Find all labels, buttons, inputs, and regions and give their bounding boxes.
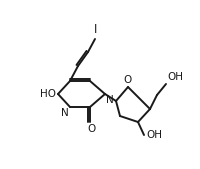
Text: N: N bbox=[61, 108, 69, 118]
Text: O: O bbox=[87, 124, 95, 134]
Text: N: N bbox=[106, 95, 114, 105]
Text: I: I bbox=[94, 23, 98, 36]
Text: OH: OH bbox=[167, 72, 183, 82]
Text: OH: OH bbox=[146, 130, 162, 140]
Text: HO: HO bbox=[40, 89, 56, 99]
Text: O: O bbox=[124, 75, 132, 85]
